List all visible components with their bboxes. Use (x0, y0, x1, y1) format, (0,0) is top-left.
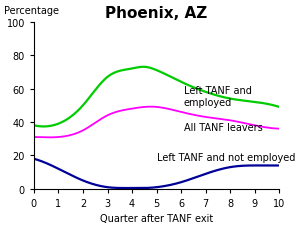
Text: All TANF leavers: All TANF leavers (184, 123, 262, 132)
Text: Percentage: Percentage (5, 6, 59, 16)
Title: Phoenix, AZ: Phoenix, AZ (106, 6, 208, 21)
Text: Left TANF and
employed: Left TANF and employed (184, 86, 251, 107)
X-axis label: Quarter after TANF exit: Quarter after TANF exit (100, 213, 213, 224)
Text: Left TANF and not employed: Left TANF and not employed (156, 153, 295, 162)
